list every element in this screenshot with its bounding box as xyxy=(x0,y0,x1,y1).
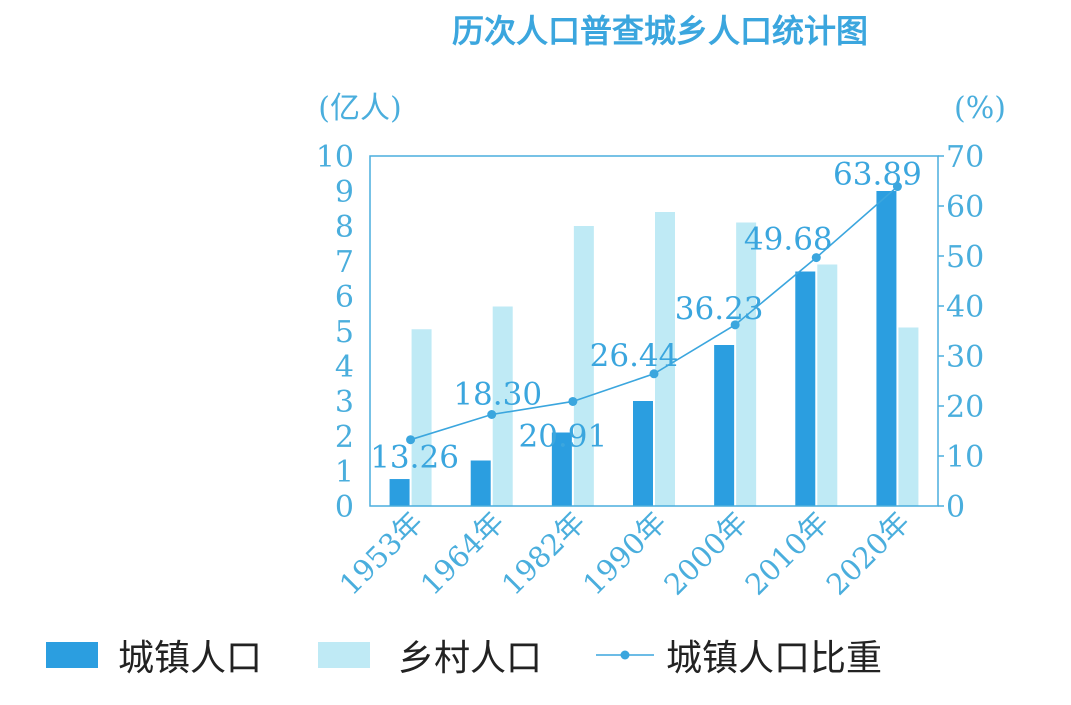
bar-rural-5 xyxy=(817,264,838,506)
bar-rural-6 xyxy=(898,327,919,506)
data-label-1: 18.30 xyxy=(453,377,542,413)
y-right-tick-label: 40 xyxy=(946,290,984,325)
data-label-2: 20.91 xyxy=(518,418,607,454)
bar-urban-2 xyxy=(551,432,572,506)
y-left-tick-label: 4 xyxy=(335,350,354,385)
bar-rural-4 xyxy=(736,222,757,506)
data-label-4: 36.23 xyxy=(675,291,764,327)
bar-urban-3 xyxy=(633,401,653,506)
x-tick-label: 1990年 xyxy=(576,505,673,602)
bar-urban-1 xyxy=(470,460,491,506)
bar-rural-1 xyxy=(492,306,513,506)
legend-marker-ratio xyxy=(620,650,630,660)
y-left-tick-label: 3 xyxy=(335,385,354,420)
y-left-tick-label: 7 xyxy=(335,245,354,280)
data-label-0: 13.26 xyxy=(370,440,459,476)
line-point-6 xyxy=(892,182,902,192)
y-right-tick-label: 60 xyxy=(946,190,984,225)
data-label-6: 63.89 xyxy=(833,157,922,193)
y-right-tick-label: 70 xyxy=(946,140,984,175)
line-point-0 xyxy=(406,435,416,445)
plot-area: 0123456789100102030405060701953年1964年198… xyxy=(316,140,984,602)
x-tick-label: 2020年 xyxy=(820,505,917,602)
y-left-tick-label: 2 xyxy=(335,420,354,455)
line-point-5 xyxy=(811,253,821,263)
bar-urban-0 xyxy=(389,479,410,506)
legend-swatch-urban xyxy=(46,642,98,668)
y-right-tick-label: 50 xyxy=(946,240,984,275)
bar-rural-0 xyxy=(411,329,432,506)
y-right-tick-label: 30 xyxy=(946,340,984,375)
bar-urban-5 xyxy=(795,271,816,506)
line-point-3 xyxy=(649,369,659,379)
line-point-4 xyxy=(730,320,740,330)
data-label-5: 49.68 xyxy=(744,222,833,258)
legend-label-ratio: 城镇人口比重 xyxy=(666,638,882,679)
y-left-unit: (亿人) xyxy=(318,91,401,126)
y-right-tick-label: 10 xyxy=(946,440,984,475)
x-tick-label: 2010年 xyxy=(738,505,835,602)
line-point-2 xyxy=(568,396,578,406)
x-tick-label: 2000年 xyxy=(657,505,754,602)
y-right-tick-label: 0 xyxy=(946,490,965,525)
y-right-tick-label: 20 xyxy=(946,390,984,425)
y-left-tick-label: 8 xyxy=(335,210,354,245)
y-left-tick-label: 1 xyxy=(335,455,354,490)
line-point-1 xyxy=(487,410,497,419)
plot-frame xyxy=(369,155,939,507)
bar-rural-2 xyxy=(573,226,594,506)
legend: 城镇人口 乡村人口 城镇人口比重 xyxy=(46,638,882,679)
y-left-tick-label: 5 xyxy=(335,315,354,350)
bar-urban-6 xyxy=(876,191,897,506)
bar-rural-3 xyxy=(655,212,675,506)
bar-urban-4 xyxy=(714,345,735,506)
y-right-unit: (%) xyxy=(954,91,1006,126)
legend-label-urban: 城镇人口 xyxy=(118,638,262,679)
legend-swatch-rural xyxy=(318,642,370,668)
legend-label-rural: 乡村人口 xyxy=(398,638,542,679)
x-tick-label: 1982年 xyxy=(495,505,592,602)
y-left-tick-label: 9 xyxy=(335,175,354,210)
chart-title: 历次人口普查城乡人口统计图 xyxy=(452,12,868,50)
y-left-tick-label: 10 xyxy=(316,140,354,175)
data-label-3: 26.44 xyxy=(590,338,679,374)
y-left-tick-label: 6 xyxy=(335,280,354,315)
y-left-tick-label: 0 xyxy=(335,490,354,525)
x-tick-label: 1964年 xyxy=(414,505,511,602)
